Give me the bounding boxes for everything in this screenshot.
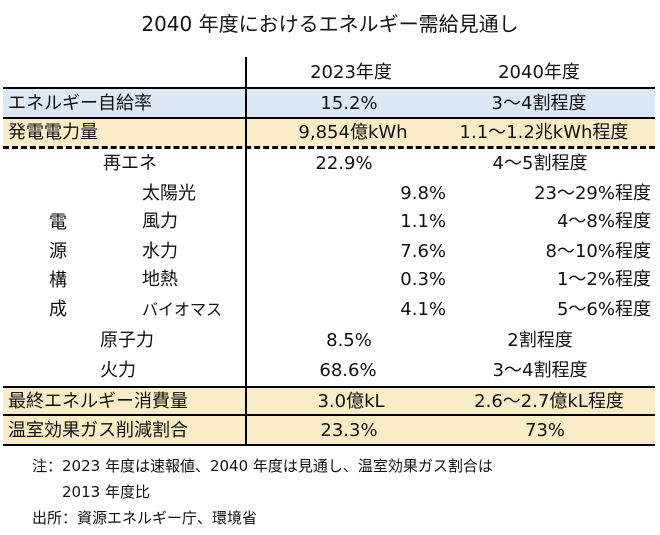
source-line: 出所：資源エネルギー庁、環境省 — [32, 509, 258, 527]
value-2040-generation: 1.1～1.2兆kWh程度 — [459, 122, 629, 143]
value-2040-nuclear: 2割程度 — [507, 330, 573, 351]
value-2040-biomass: 5～6%程度 — [556, 299, 651, 320]
value-2023-final-consumption: 3.0億kL — [317, 391, 385, 412]
row-label-renewable: 再エネ — [103, 153, 157, 174]
value-2023-nuclear: 8.5% — [326, 330, 372, 351]
power-mix-vertical-label: 電源構成 — [49, 212, 67, 320]
value-2023-generation: 9,854億kWh — [298, 122, 408, 143]
header-2040: 2040年度 — [498, 62, 580, 83]
value-2023-hydro: 7.6% — [400, 241, 446, 262]
value-2023-biomass: 4.1% — [400, 299, 446, 320]
generation-band — [3, 119, 655, 147]
rule-line — [3, 87, 655, 89]
value-2040-geothermal: 1～2%程度 — [556, 269, 651, 290]
value-2023-geothermal: 0.3% — [400, 269, 446, 290]
value-2023-solar: 9.8% — [400, 183, 446, 204]
row-label-final-consumption: 最終エネルギー消費量 — [8, 391, 188, 412]
row-label-thermal: 火力 — [100, 360, 136, 381]
rule-line — [3, 414, 655, 416]
self-sufficiency-band — [3, 89, 655, 118]
header-2023: 2023年度 — [310, 62, 392, 83]
value-2040-wind: 4～8%程度 — [556, 211, 651, 232]
row-label-hydro: 水力 — [142, 241, 178, 262]
value-2040-thermal: 3～4割程度 — [492, 360, 588, 381]
row-label-solar: 太陽光 — [142, 183, 196, 204]
row-label-biomass: バイオマス — [142, 300, 223, 319]
note-line-1: 注：2023 年度は速報値、2040 年度は見通し、温室効果ガス割合は — [32, 457, 493, 475]
value-2040-self-sufficiency: 3～4割程度 — [491, 93, 587, 114]
value-2023-ghg-reduction: 23.3% — [320, 420, 378, 441]
row-label-ghg-reduction: 温室効果ガス削減割合 — [8, 420, 188, 441]
ghg-reduction-band — [3, 416, 655, 444]
row-label-wind: 風力 — [142, 211, 178, 232]
row-label-nuclear: 原子力 — [100, 330, 154, 351]
row-label-self-sufficiency: エネルギー自給率 — [8, 93, 152, 114]
rule-line — [3, 117, 655, 119]
value-2040-hydro: 8～10%程度 — [545, 241, 651, 262]
value-2023-wind: 1.1% — [400, 211, 446, 232]
row-label-geothermal: 地熱 — [142, 269, 178, 290]
rule-line — [3, 386, 655, 388]
value-2023-thermal: 68.6% — [319, 360, 377, 381]
column-divider — [245, 57, 247, 445]
final-consumption-band — [3, 388, 655, 415]
value-2040-solar: 23～29%程度 — [534, 183, 651, 204]
page-title: 2040 年度におけるエネルギー需給見通し — [141, 12, 519, 36]
note-line-2: 2013 年度比 — [62, 483, 150, 501]
value-2023-renewable: 22.9% — [315, 153, 373, 174]
value-2040-renewable: 4～5割程度 — [492, 153, 588, 174]
rule-line — [3, 444, 655, 446]
dashed-rule-line — [3, 146, 655, 149]
row-label-generation: 発電電力量 — [8, 122, 98, 143]
value-2023-self-sufficiency: 15.2% — [320, 93, 378, 114]
value-2040-final-consumption: 2.6～2.7億kL程度 — [474, 391, 624, 412]
value-2040-ghg-reduction: 73% — [524, 420, 566, 441]
